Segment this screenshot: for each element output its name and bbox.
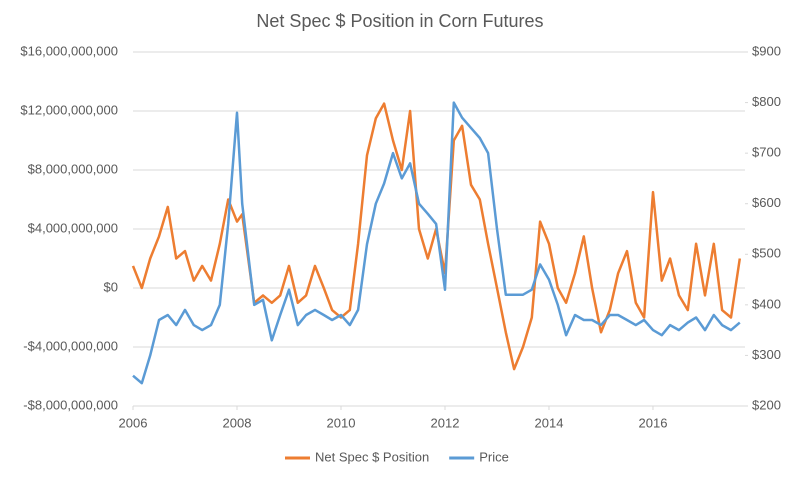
y2-tick-label: $500: [752, 246, 781, 261]
y-tick-label: $16,000,000,000: [20, 43, 118, 58]
y2-tick-label: $700: [752, 145, 781, 160]
y-tick-label: $4,000,000,000: [28, 220, 118, 235]
y2-tick-label: $800: [752, 94, 781, 109]
y-tick-label: $0: [104, 279, 118, 294]
y-tick-label: -$4,000,000,000: [23, 338, 118, 353]
x-tick-label: 2014: [535, 415, 564, 430]
x-tick-label: 2010: [327, 415, 356, 430]
series-line: [132, 101, 741, 385]
legend-label: Price: [479, 449, 509, 464]
x-tick-label: 2012: [431, 415, 460, 430]
series-line: [131, 102, 742, 371]
x-tick-label: 2008: [223, 415, 252, 430]
y2-tick-label: $900: [752, 43, 781, 58]
y2-tick-label: $200: [752, 397, 781, 412]
y2-tick-label: $600: [752, 195, 781, 210]
y2-tick-label: $300: [752, 347, 781, 362]
x-tick-label: 2016: [639, 415, 668, 430]
x-tick-label: 2006: [119, 415, 148, 430]
y-tick-label: $8,000,000,000: [28, 161, 118, 176]
legend-label: Net Spec $ Position: [315, 449, 429, 464]
y-tick-label: $12,000,000,000: [20, 102, 118, 117]
y2-tick-label: $400: [752, 296, 781, 311]
y-tick-label: -$8,000,000,000: [23, 397, 118, 412]
chart-title: Net Spec $ Position in Corn Futures: [256, 11, 543, 31]
